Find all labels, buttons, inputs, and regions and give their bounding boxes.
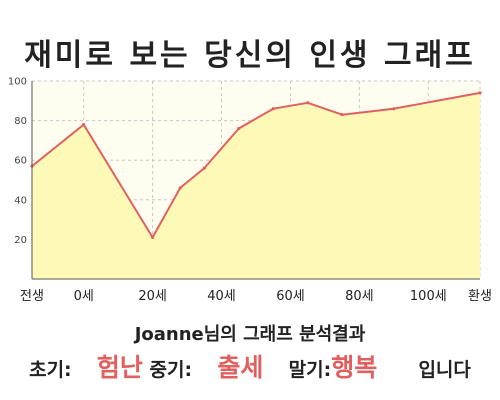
series-area (32, 92, 480, 280)
early-value: 험난 (96, 353, 143, 382)
analysis-heading-suffix: 님의 그래프 분석결과 (203, 324, 366, 345)
y-tick-label: 20 (14, 235, 27, 246)
data-point (151, 235, 155, 240)
late-value: 행복 (331, 353, 378, 382)
late-label: 말기: (288, 359, 332, 381)
y-tick-label: 100 (8, 77, 27, 88)
x-tick-label: 100세 (410, 289, 447, 304)
x-tick-label: 80세 (345, 289, 374, 304)
data-point (82, 122, 86, 127)
data-point (306, 101, 310, 105)
x-tick-label: 20세 (138, 289, 167, 304)
y-tick-label: 60 (14, 156, 27, 167)
x-tick-label: 전생 (20, 289, 44, 304)
result-ending: 입니다 (418, 359, 471, 381)
data-point (340, 113, 344, 117)
data-point (478, 91, 482, 95)
middle-label: 중기: (149, 359, 193, 381)
middle-value: 출세 (217, 353, 264, 382)
x-tick-label: 60세 (276, 289, 305, 304)
user-name: Joanne (134, 324, 204, 345)
chart-title: 재미로 보는 당신의 인생 그래프 (24, 38, 476, 73)
data-point (392, 107, 396, 111)
data-point (178, 186, 182, 190)
early-label: 초기: (29, 359, 72, 381)
x-tick-label: 40세 (207, 289, 236, 304)
y-tick-label: 80 (14, 116, 27, 127)
x-tick-label: 환생 (468, 289, 492, 304)
x-tick-label: 0세 (74, 289, 94, 304)
analysis-result: 초기: 험난 중기: 출세 말기:행복 입니다 (0, 348, 500, 384)
analysis-heading: Joanne님의 그래프 분석결과 (0, 320, 500, 346)
y-tick-label: 40 (14, 195, 27, 206)
life-graph-chart: 20 40 60 80 100 전생 0세 20세 40세 60세 80세 100세 환생 (8, 77, 492, 305)
data-point (271, 107, 275, 111)
data-point (202, 166, 206, 170)
data-point (237, 126, 241, 131)
